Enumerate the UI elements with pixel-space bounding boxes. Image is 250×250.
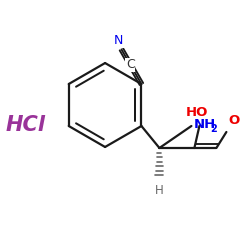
Text: N: N — [114, 34, 123, 48]
Text: C: C — [126, 58, 135, 71]
Text: HO: HO — [186, 106, 208, 119]
Text: 2: 2 — [210, 124, 217, 134]
Text: H: H — [155, 184, 164, 197]
Text: O: O — [228, 114, 240, 127]
Text: HCl: HCl — [5, 115, 45, 135]
Text: NH: NH — [194, 118, 216, 132]
